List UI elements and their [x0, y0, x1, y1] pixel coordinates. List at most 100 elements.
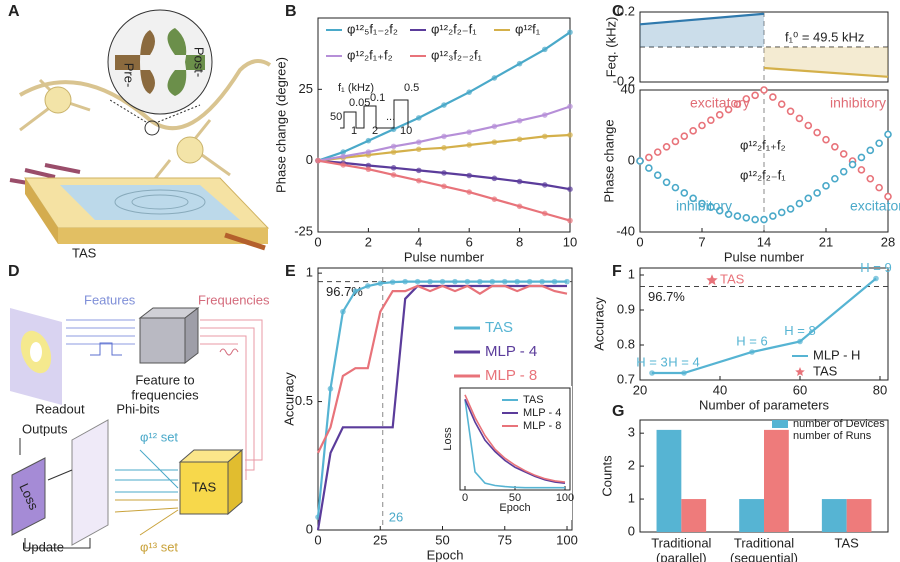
legend-swatch [772, 432, 788, 440]
outputs-label: Outputs [22, 421, 68, 436]
plot-frame [317, 17, 571, 233]
point [414, 278, 421, 285]
point [466, 89, 473, 95]
x-tick-label: 0 [314, 234, 321, 249]
x-tick-label: 0 [636, 234, 643, 249]
point [466, 189, 473, 195]
phi13-arrows [114, 499, 179, 536]
cube-front [139, 317, 186, 364]
wave [219, 348, 239, 356]
set13-label: φ¹³ set [140, 539, 178, 554]
post-terminal [167, 28, 205, 96]
point [795, 199, 804, 208]
point [786, 205, 795, 213]
point [715, 206, 724, 215]
x-tick-label: TAS [835, 535, 860, 550]
point [466, 129, 473, 135]
point [653, 171, 662, 179]
point [707, 203, 715, 211]
series-line [317, 284, 568, 454]
point [662, 178, 671, 187]
point [542, 182, 548, 188]
phibits-label: Phi-bits [116, 401, 160, 416]
panel-label: G [612, 403, 624, 420]
device-label: TAS [72, 245, 97, 260]
point [715, 111, 724, 119]
point [516, 60, 523, 67]
point [724, 210, 733, 219]
series-line [464, 398, 566, 484]
legend-label: MLP - H [813, 347, 860, 362]
frequency-lines [200, 319, 263, 480]
point [866, 174, 875, 183]
point-label: H = 9 [860, 260, 891, 275]
y-tick-label: 0 [306, 521, 313, 536]
point [491, 139, 498, 145]
x-tick-label: 50 [509, 492, 521, 504]
point [491, 75, 498, 81]
y-axis-label: Phase change [601, 119, 616, 202]
y-tick-label: -40 [616, 223, 635, 238]
bar [821, 499, 847, 532]
point [514, 278, 521, 285]
point [689, 194, 697, 203]
point [786, 107, 795, 116]
point-label: H = 6 [736, 333, 767, 348]
loss-panel [11, 457, 46, 536]
point-label: H = 4 [668, 354, 699, 369]
panel-label: F [612, 263, 622, 280]
bar [681, 499, 707, 532]
annotation: 2 [372, 125, 378, 137]
point [804, 194, 813, 203]
point [365, 137, 372, 144]
point [441, 170, 447, 176]
point [567, 217, 573, 224]
legend-label: TAS [485, 319, 513, 336]
y-axis-label: Counts [599, 455, 614, 497]
y-axis-label: Accuracy [281, 372, 296, 426]
legend-label: number of Runs [793, 430, 872, 442]
point [645, 164, 653, 172]
point [698, 199, 706, 208]
x-axis-label: Pulse number [724, 249, 805, 264]
annotation: inhibitory [830, 95, 886, 111]
legend-swatch [772, 420, 788, 428]
point [340, 162, 347, 168]
y-tick-label: 0.8 [617, 336, 635, 351]
readout-label: Readout [35, 401, 85, 416]
cube-label: Feature to [135, 372, 194, 387]
point [491, 196, 498, 202]
point [649, 370, 655, 376]
point [822, 182, 830, 190]
flow-lines [19, 438, 91, 549]
y-tick-label: 40 [621, 81, 635, 96]
annotation: f₁⁰ = 49.5 kHz [785, 29, 864, 44]
x-tick-label: 80 [873, 382, 887, 397]
x-tick-label: 21 [819, 234, 833, 249]
x-tick-label: 10 [563, 234, 577, 249]
feature-lines [66, 319, 135, 345]
phi12-arrows [115, 449, 179, 493]
point [491, 175, 498, 182]
panel-label: D [8, 263, 20, 280]
point [441, 145, 447, 151]
point [441, 102, 447, 108]
y-tick-label: 0 [628, 523, 635, 538]
y-tick-label: 2 [628, 458, 635, 473]
x-tick-label: 50 [435, 532, 449, 547]
point [542, 46, 548, 53]
x-tick-label: 2 [365, 234, 372, 249]
y-tick-label: 0.7 [617, 371, 635, 386]
point [671, 183, 680, 192]
point [441, 133, 447, 140]
panel-label: A [8, 3, 20, 20]
tas-cube-front [179, 461, 229, 515]
inset-pulses [340, 99, 409, 129]
point [466, 172, 473, 179]
point [340, 308, 346, 315]
point [416, 167, 422, 174]
bar [656, 429, 682, 532]
point [875, 183, 883, 192]
cube-label: frequencies [131, 387, 199, 402]
